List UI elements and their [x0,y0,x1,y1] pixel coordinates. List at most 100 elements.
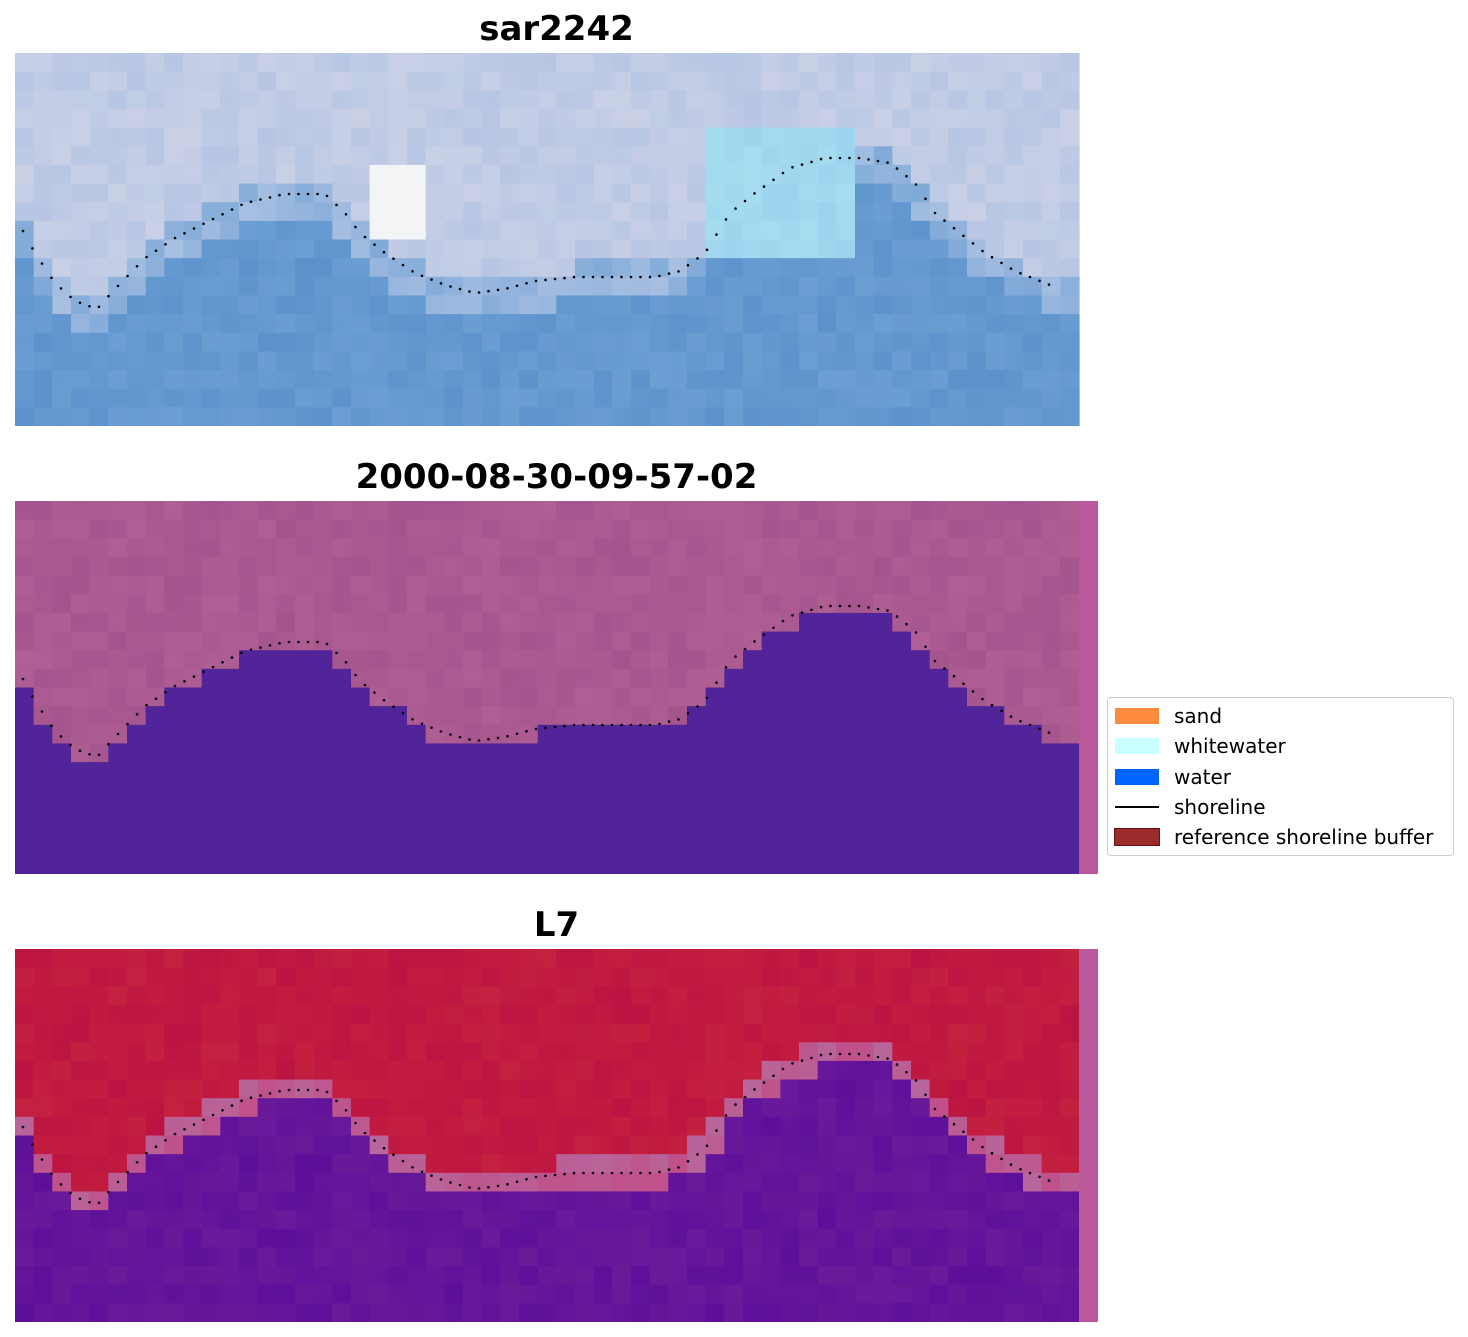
raster-cell [892,202,912,222]
shoreline-point [69,743,72,747]
raster-cell [817,743,837,763]
raster-cell [537,762,557,782]
raster-cell [108,1284,128,1304]
raster-cell [967,538,987,558]
raster-cell [873,501,893,521]
raster-cell [52,780,72,800]
raster-cell [108,1154,128,1174]
raster-cell [892,276,912,297]
raster-cell [911,1060,931,1081]
raster-cell [500,1098,520,1118]
raster-cell [593,276,613,297]
raster-cell [799,370,819,390]
raster-cell [257,1172,277,1193]
raster-cell [649,1247,669,1267]
raster-cell [220,519,240,539]
raster-cell [743,1023,763,1043]
raster-cell [929,724,949,745]
raster-cell [313,1098,333,1118]
raster-cell [724,108,744,129]
raster-cell [332,258,352,278]
raster-cell [239,1228,259,1248]
shoreline-point [211,217,215,221]
raster-cell [743,780,763,800]
raster-cell [911,183,931,203]
raster-cell [463,295,483,315]
raster-cell [1004,1098,1024,1118]
raster-cell [1060,799,1080,819]
shoreline-point [335,203,338,207]
raster-cell [481,668,501,689]
raster-cell [425,762,445,782]
raster-cell [817,1210,837,1230]
raster-cell [220,762,240,782]
raster-cell [649,1210,669,1230]
shoreline-point [943,667,946,670]
raster-cell [145,538,165,558]
raster-cell [276,1004,296,1025]
raster-cell [145,1004,165,1025]
raster-cell [817,967,837,987]
raster-cell [108,332,128,352]
raster-cell [201,164,221,185]
raster-cell [724,724,744,745]
raster-cell [89,1098,109,1118]
raster-cell [407,146,427,166]
raster-cell [52,594,72,614]
raster-cell [519,276,539,297]
raster-cell [687,332,707,352]
raster-cell [743,1228,763,1248]
raster-cell [519,986,539,1006]
raster-cell [556,1172,576,1193]
shoreline-point [430,726,433,729]
raster-cell [761,556,781,577]
raster-cell [1004,146,1024,166]
raster-cell [369,1303,389,1322]
raster-cell [89,967,109,987]
raster-cell [444,780,464,800]
sand-swatch [1115,708,1159,724]
raster-cell [388,1135,408,1155]
raster-cell [593,967,613,987]
raster-cell [1004,71,1024,91]
raster-cell [407,1191,427,1211]
raster-cell [631,332,651,352]
shoreline-point [1038,279,1041,283]
raster-cell [817,818,837,838]
raster-cell [33,1284,53,1304]
raster-cell [519,818,539,838]
raster-cell [967,949,987,969]
raster-cell [463,332,483,352]
shoreline-point [534,1175,538,1179]
raster-cell [668,388,688,408]
raster-cell [71,575,91,595]
raster-cell [929,1023,949,1043]
raster-cell [71,53,91,73]
raster-cell [780,1154,800,1174]
raster-cell [1041,855,1061,874]
raster-cell [519,164,539,185]
raster-cell [276,631,296,651]
raster-cell [239,90,259,110]
shoreline-point [791,1062,794,1065]
raster-cell [948,332,968,352]
raster-cell [537,650,557,670]
raster-cell [295,258,315,278]
raster-cell [71,650,91,670]
raster-cell [108,1042,128,1062]
raster-cell [463,986,483,1006]
raster-cell [836,220,856,241]
raster-cell [668,1303,688,1322]
raster-cell [388,1079,408,1099]
raster-cell [351,1154,371,1174]
raster-cell [556,202,576,222]
raster-cell [631,239,651,259]
raster-cell [929,836,949,856]
raster-cell [724,1116,744,1137]
raster-cell [519,183,539,203]
raster-cell [1004,1210,1024,1230]
raster-cell [89,1172,109,1193]
raster-cell [705,258,725,278]
raster-cell [724,949,744,969]
raster-cell [948,743,968,763]
